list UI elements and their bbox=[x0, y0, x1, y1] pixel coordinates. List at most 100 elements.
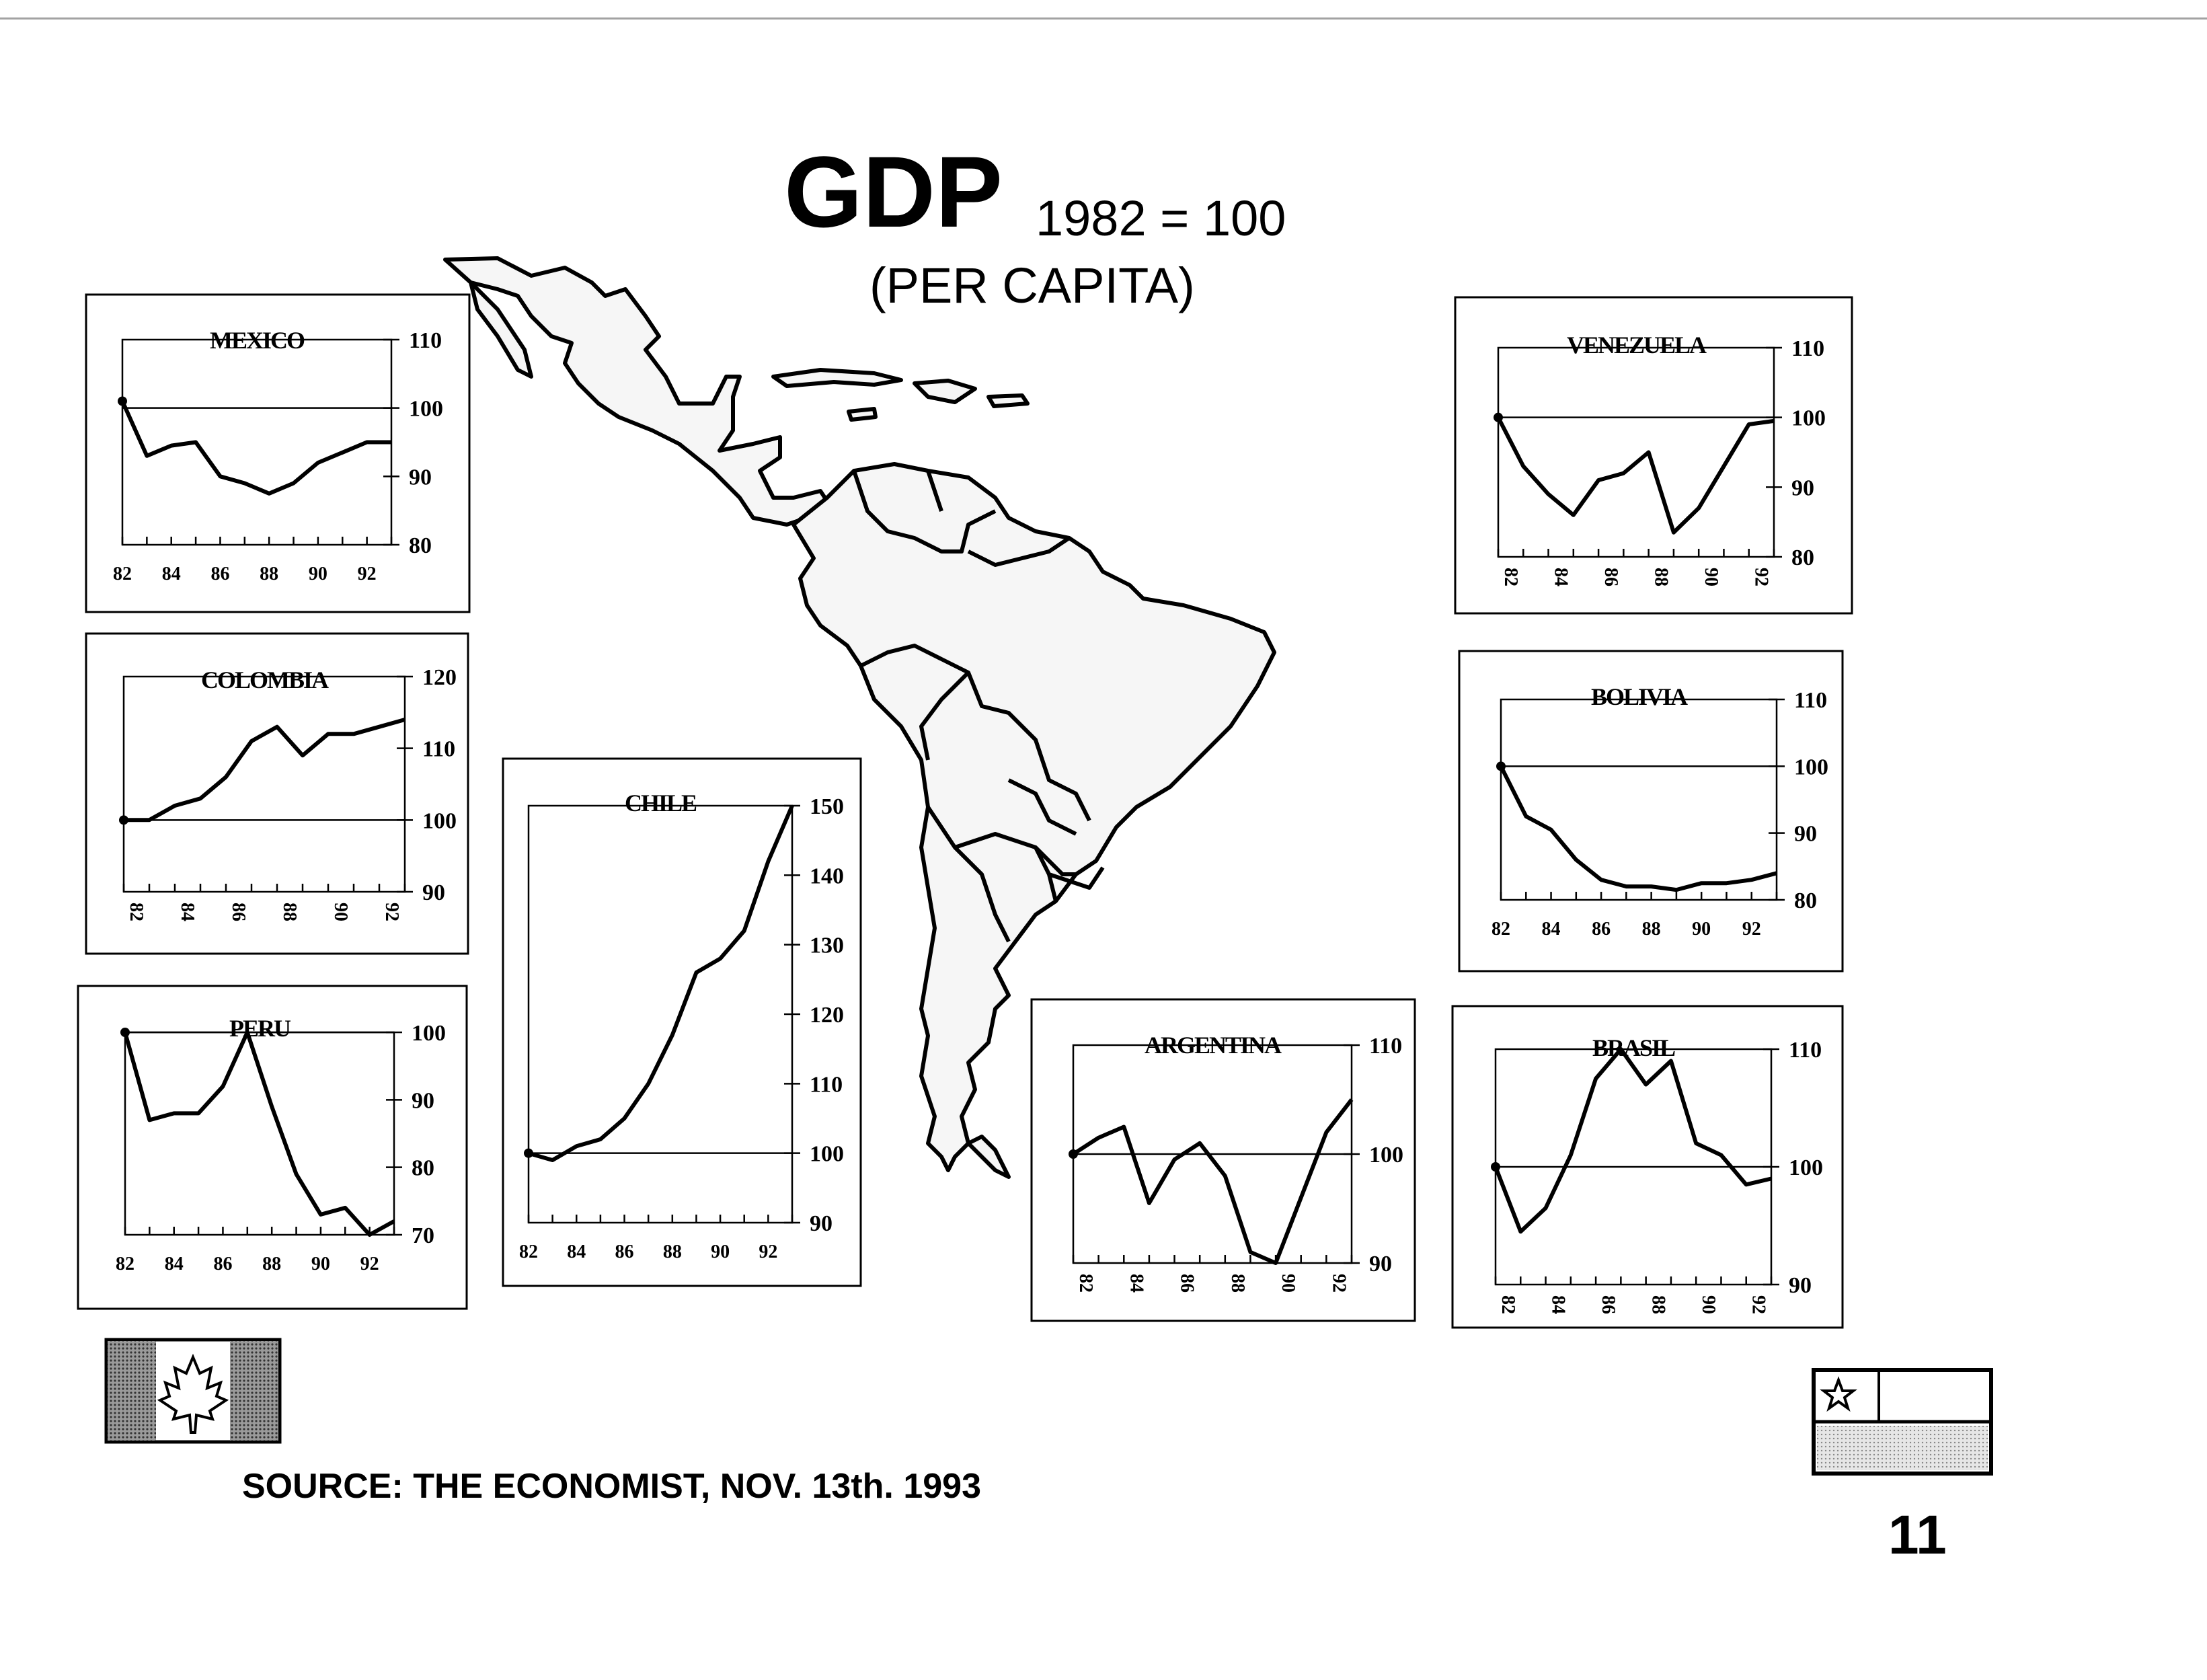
start-point bbox=[118, 396, 127, 406]
source-note: SOURCE: THE ECONOMIST, NOV. 13th. 1993 bbox=[242, 1467, 982, 1506]
start-point bbox=[120, 1028, 130, 1037]
chart-title: COLOMBIA bbox=[201, 666, 329, 693]
x-tick-label: 88 bbox=[262, 1254, 281, 1274]
series-line bbox=[1072, 1098, 1354, 1265]
panel-frame bbox=[502, 757, 862, 1287]
series-line bbox=[120, 400, 391, 496]
x-tick-label: 90 bbox=[309, 564, 327, 584]
x-tick-label: 82 bbox=[519, 1242, 538, 1262]
series-line bbox=[123, 1030, 395, 1237]
y-tick-label: 110 bbox=[1369, 1034, 1402, 1059]
x-tick-label: 90 bbox=[1701, 568, 1721, 586]
start-point bbox=[119, 815, 128, 825]
y-tick-label: 110 bbox=[1791, 336, 1824, 361]
x-tick-label: 90 bbox=[711, 1242, 730, 1262]
x-tick-label: 92 bbox=[1748, 1295, 1769, 1314]
y-tick-label: 100 bbox=[412, 1021, 446, 1046]
base-year-label: 1982 = 100 bbox=[1036, 190, 1286, 246]
map-south-america bbox=[791, 462, 1276, 1179]
map-puerto-rico bbox=[986, 393, 1030, 408]
x-tick-label: 84 bbox=[1126, 1274, 1147, 1293]
x-tick-label: 82 bbox=[1492, 919, 1510, 940]
y-tick-label: 110 bbox=[810, 1072, 843, 1097]
x-tick-label: 84 bbox=[177, 903, 198, 921]
x-tick-label: 82 bbox=[1498, 1295, 1518, 1314]
map-borders bbox=[852, 470, 1105, 943]
y-tick-label: 100 bbox=[1789, 1155, 1823, 1180]
x-tick-label: 92 bbox=[1742, 919, 1761, 940]
y-tick-label: 110 bbox=[1794, 688, 1827, 713]
y-tick-label: 120 bbox=[810, 1003, 844, 1028]
series-line bbox=[528, 804, 794, 1162]
start-point bbox=[1069, 1149, 1078, 1159]
chart-title: BOLIVIA bbox=[1591, 683, 1688, 710]
x-tick-label: 84 bbox=[162, 564, 181, 584]
x-tick-label: 90 bbox=[1692, 919, 1711, 940]
plot-area bbox=[122, 675, 406, 893]
y-tick-label: 110 bbox=[422, 737, 455, 762]
x-tick-label: 82 bbox=[1075, 1274, 1096, 1293]
start-point bbox=[1494, 412, 1503, 422]
plot-area bbox=[1497, 346, 1775, 558]
map-cuba bbox=[771, 368, 903, 388]
x-tick-label: 88 bbox=[260, 564, 278, 584]
y-tick-label: 90 bbox=[1369, 1252, 1392, 1276]
x-tick-label: 86 bbox=[615, 1242, 634, 1262]
y-tick-label: 100 bbox=[810, 1142, 844, 1167]
x-tick-label: 90 bbox=[1698, 1295, 1719, 1314]
y-tick-label: 110 bbox=[1789, 1038, 1822, 1063]
x-tick-label: 88 bbox=[279, 903, 300, 921]
x-tick-label: 84 bbox=[1542, 919, 1561, 940]
map-baja bbox=[469, 280, 533, 379]
y-tick-label: 150 bbox=[810, 794, 844, 819]
x-tick-label: 92 bbox=[358, 564, 377, 584]
x-tick-label: 84 bbox=[1551, 568, 1572, 586]
y-tick-label: 90 bbox=[810, 1211, 833, 1236]
y-tick-label: 100 bbox=[1791, 406, 1826, 431]
x-tick-label: 88 bbox=[1642, 919, 1661, 940]
x-tick-label: 84 bbox=[165, 1254, 184, 1274]
chart-title: BRASIL bbox=[1592, 1034, 1675, 1061]
x-tick-label: 82 bbox=[126, 903, 147, 921]
y-tick-label: 140 bbox=[810, 864, 844, 888]
y-tick-label: 100 bbox=[1369, 1143, 1403, 1168]
x-tick-label: 86 bbox=[228, 903, 249, 921]
x-tick-label: 90 bbox=[311, 1254, 330, 1274]
map-hispaniola bbox=[913, 379, 977, 404]
plot-area bbox=[1500, 698, 1778, 901]
scan-artifact-line bbox=[0, 17, 2207, 20]
x-tick-label: 92 bbox=[360, 1254, 379, 1274]
x-tick-label: 82 bbox=[113, 564, 132, 584]
panel-frame bbox=[1454, 296, 1853, 615]
page-title: GDP bbox=[784, 135, 1003, 248]
canada-flag-icon bbox=[104, 1338, 282, 1444]
x-tick-label: 86 bbox=[213, 1254, 232, 1274]
y-tick-label: 100 bbox=[1794, 755, 1828, 779]
y-tick-label: 130 bbox=[810, 933, 844, 958]
x-tick-label: 90 bbox=[330, 903, 351, 921]
x-tick-label: 90 bbox=[1278, 1274, 1299, 1293]
y-tick-label: 90 bbox=[1791, 475, 1814, 500]
y-tick-label: 90 bbox=[409, 465, 432, 490]
x-tick-label: 84 bbox=[567, 1242, 586, 1262]
start-point bbox=[1491, 1162, 1500, 1172]
map-jamaica bbox=[847, 407, 878, 422]
page-subtitle: (PER CAPITA) bbox=[869, 258, 1195, 313]
x-tick-label: 92 bbox=[1751, 568, 1772, 586]
chart-title: ARGENTINA bbox=[1145, 1032, 1282, 1059]
y-tick-label: 100 bbox=[422, 808, 457, 833]
y-tick-label: 90 bbox=[1794, 822, 1817, 847]
x-tick-label: 88 bbox=[663, 1242, 682, 1262]
y-tick-label: 110 bbox=[409, 328, 442, 353]
x-tick-label: 92 bbox=[1328, 1274, 1349, 1293]
x-tick-label: 84 bbox=[1548, 1295, 1569, 1314]
y-tick-label: 90 bbox=[412, 1088, 434, 1113]
x-tick-label: 82 bbox=[116, 1254, 134, 1274]
page-number: 11 bbox=[1888, 1504, 1947, 1566]
y-tick-label: 70 bbox=[412, 1223, 434, 1248]
